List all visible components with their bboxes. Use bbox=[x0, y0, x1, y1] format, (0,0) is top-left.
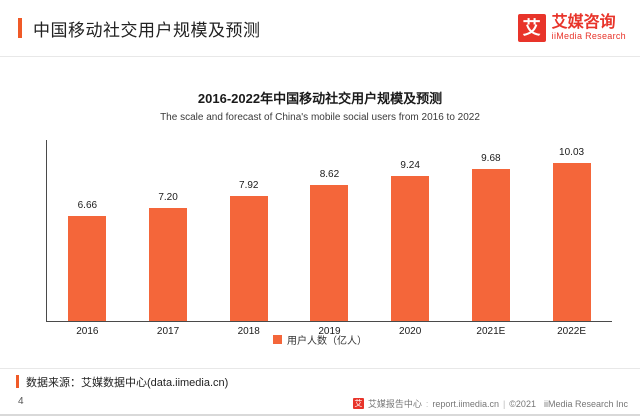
brand-logo: 艾 艾媒咨询 iiMedia Research bbox=[517, 10, 626, 46]
bar-value-label: 6.66 bbox=[77, 200, 98, 211]
footer-brand-mark-icon: 艾 bbox=[352, 398, 364, 409]
page-footer: 4 艾 艾媒报告中心 : report.iimedia.cn | ©2021 i… bbox=[0, 394, 640, 416]
bar bbox=[149, 208, 188, 321]
chart-legend: 用户人数（亿人） bbox=[0, 332, 640, 347]
footer-site: report.iimedia.cn bbox=[432, 398, 499, 409]
x-tick-label: 2022E bbox=[557, 326, 587, 337]
bar-slot: 6.66 bbox=[47, 140, 128, 321]
bottom-rule bbox=[0, 414, 640, 416]
brand-text: 艾媒咨询 iiMedia Research bbox=[552, 14, 626, 42]
bar-slot: 9.24 bbox=[370, 140, 451, 321]
bar-slot: 8.62 bbox=[289, 140, 370, 321]
x-axis-tick-labels: 2016 2017 2018 2019 2020 2021E 2022E bbox=[47, 326, 612, 337]
bar bbox=[391, 176, 430, 321]
footer-org: 艾媒报告中心 bbox=[367, 399, 422, 409]
chart-container: 2016-2022年中国移动社交用户规模及预测 The scale and fo… bbox=[0, 56, 640, 362]
legend-swatch-icon bbox=[273, 335, 282, 344]
bar bbox=[471, 169, 510, 321]
bar-value-label: 10.03 bbox=[559, 147, 585, 158]
legend-label: 用户人数（亿人） bbox=[287, 336, 367, 347]
bar-value-label: 8.62 bbox=[319, 169, 340, 180]
page-header: 中国移动社交用户规模及预测 艾 艾媒咨询 iiMedia Research bbox=[0, 0, 640, 57]
x-tick-label: 2016 bbox=[76, 326, 99, 337]
brand-mark-icon: 艾 bbox=[517, 14, 546, 42]
bar-value-label: 7.20 bbox=[158, 192, 178, 203]
bar bbox=[229, 196, 268, 321]
x-tick-label: 2021E bbox=[476, 326, 506, 337]
y-axis-line bbox=[46, 140, 47, 322]
footer-separator-1: : bbox=[425, 398, 429, 409]
chart-subtitle: The scale and forecast of China's mobile… bbox=[160, 112, 480, 123]
chart-title: 2016-2022年中国移动社交用户规模及预测 bbox=[197, 91, 443, 106]
page-number: 4 bbox=[18, 396, 24, 407]
x-tick-label: 2017 bbox=[156, 326, 180, 337]
footer-company: iiMedia Research Inc bbox=[543, 398, 628, 409]
source-accent-bar bbox=[16, 375, 19, 388]
bar bbox=[68, 216, 107, 321]
bar-slot: 9.68 bbox=[451, 140, 532, 321]
bar-slot: 10.03 bbox=[531, 140, 612, 321]
bar-slot: 7.92 bbox=[208, 140, 289, 321]
chart-plot-area: 6.66 7.20 7.92 8.62 9.24 9.68 10.03 2016 2017 20… bbox=[46, 140, 612, 337]
x-tick-label: 2019 bbox=[318, 326, 341, 337]
x-tick-label: 2020 bbox=[399, 326, 422, 337]
bar bbox=[310, 185, 349, 321]
bar bbox=[552, 163, 591, 321]
brand-name-cn: 艾媒咨询 bbox=[551, 14, 616, 31]
bar-value-label: 9.68 bbox=[481, 153, 501, 164]
bar-value-label: 9.24 bbox=[400, 160, 420, 171]
bar-value-label: 7.92 bbox=[239, 180, 259, 191]
x-axis-line bbox=[46, 321, 612, 322]
footer-copyright: ©2021 bbox=[509, 398, 536, 409]
source-band: 数据来源：艾媒数据中心(data.iimedia.cn) bbox=[0, 368, 640, 395]
page-title: 中国移动社交用户规模及预测 bbox=[33, 21, 261, 40]
bar-series: 6.66 7.20 7.92 8.62 9.24 9.68 10.03 bbox=[47, 140, 612, 321]
brand-name-en: iiMedia Research bbox=[551, 31, 626, 41]
footer-credits: 艾 艾媒报告中心 : report.iimedia.cn | ©2021 iiM… bbox=[352, 397, 628, 410]
bar-slot: 7.20 bbox=[128, 140, 209, 321]
header-accent-bar bbox=[18, 18, 22, 38]
source-label: 数据来源：艾媒数据中心(data.iimedia.cn) bbox=[26, 377, 229, 389]
footer-separator-2: | bbox=[502, 398, 506, 409]
x-tick-label: 2018 bbox=[237, 326, 260, 337]
